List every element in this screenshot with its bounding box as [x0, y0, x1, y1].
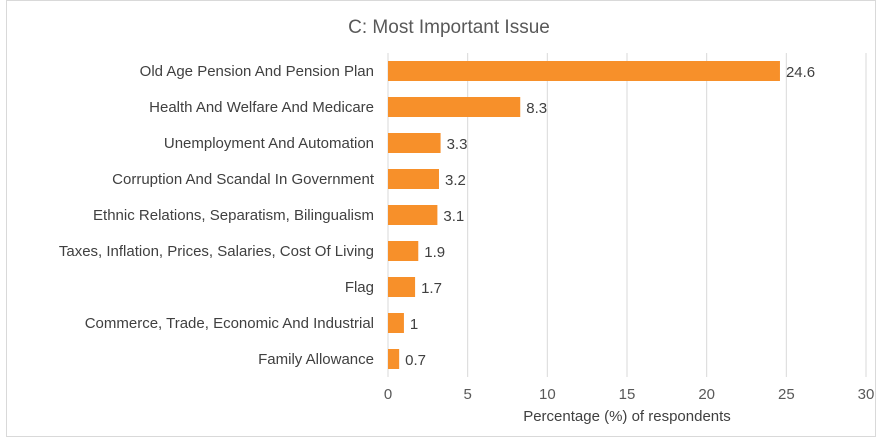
- bar: [388, 61, 780, 81]
- x-tick-labels: 0 5 10 15 20 25 30: [384, 386, 875, 403]
- bar: [388, 133, 441, 153]
- x-tick-label: 10: [539, 386, 556, 403]
- category-labels: Old Age Pension And Pension Plan Health A…: [59, 63, 375, 368]
- data-label: 3.1: [443, 208, 464, 225]
- x-tick-label: 5: [463, 386, 471, 403]
- bar: [388, 277, 416, 297]
- category-label: Corruption And Scandal In Government: [112, 171, 375, 188]
- data-label: 8.3: [526, 100, 547, 117]
- data-label: 1.7: [421, 280, 442, 297]
- x-tick-label: 0: [384, 386, 392, 403]
- bar: [388, 241, 419, 261]
- data-label: 1.9: [424, 244, 445, 261]
- x-tick-label: 25: [778, 386, 795, 403]
- bar: [388, 205, 438, 225]
- category-label: Taxes, Inflation, Prices, Salaries, Cost…: [59, 243, 374, 260]
- bars: [388, 61, 780, 369]
- x-tick-label: 20: [698, 386, 715, 403]
- value-labels: 24.6 8.3 3.3 3.2 3.1 1.9 1.7 1 0.7: [405, 64, 815, 369]
- bar: [388, 169, 439, 189]
- data-label: 1: [410, 316, 418, 333]
- category-label: Flag: [345, 279, 374, 296]
- data-label: 24.6: [786, 64, 815, 81]
- bar: [388, 313, 404, 333]
- data-label: 3.2: [445, 172, 466, 189]
- data-label: 0.7: [405, 352, 426, 369]
- x-tick-label: 30: [858, 386, 875, 403]
- bar: [388, 97, 521, 117]
- category-label: Commerce, Trade, Economic And Industrial: [85, 315, 374, 332]
- category-label: Ethnic Relations, Separatism, Bilinguali…: [93, 207, 374, 224]
- category-label: Health And Welfare And Medicare: [149, 99, 374, 116]
- category-label: Old Age Pension And Pension Plan: [140, 63, 374, 80]
- chart-title: C: Most Important Issue: [348, 17, 550, 38]
- data-label: 3.3: [447, 136, 468, 153]
- x-axis-label: Percentage (%) of respondents: [523, 408, 731, 425]
- category-label: Family Allowance: [258, 351, 374, 368]
- bar: [388, 349, 400, 369]
- x-tick-label: 15: [619, 386, 636, 403]
- category-label: Unemployment And Automation: [164, 135, 374, 152]
